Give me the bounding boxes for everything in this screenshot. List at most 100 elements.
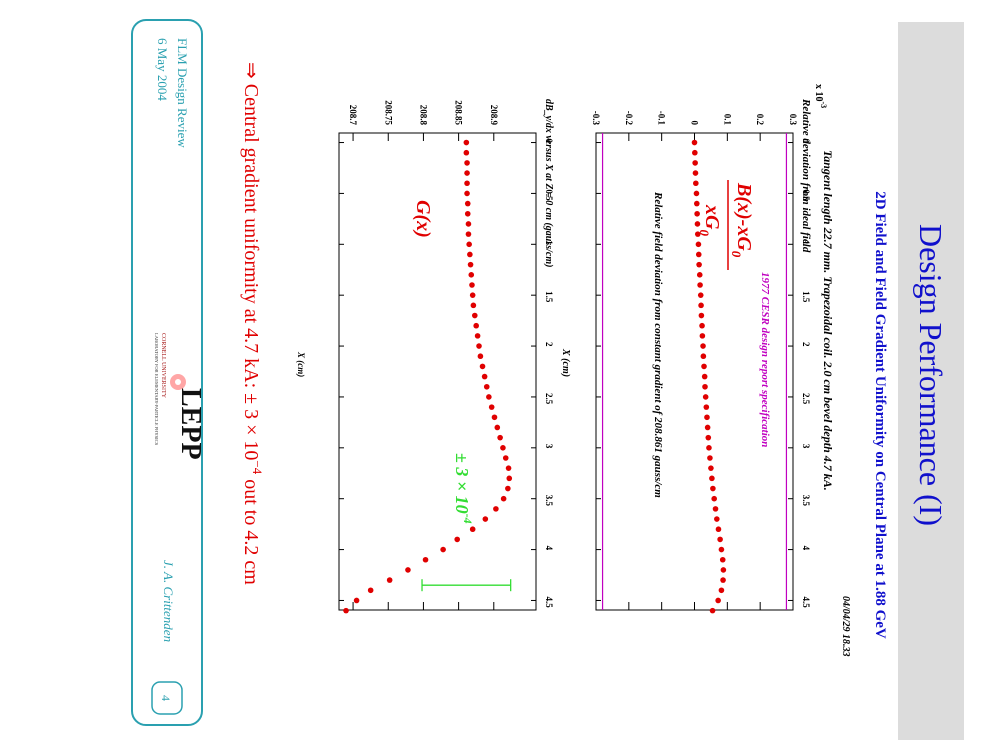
gradient-plot: dB_y/dx versus X at Z = 0 cm (gauss/cm) …	[296, 99, 554, 614]
y-tick-label: 208.75	[383, 100, 393, 125]
data-point	[699, 322, 705, 329]
logo-star-core	[175, 379, 181, 385]
x-tick-label: 3.5	[801, 495, 811, 507]
data-point	[711, 495, 717, 502]
data-point	[695, 251, 702, 258]
data-point	[691, 139, 698, 146]
data-point	[709, 475, 715, 482]
data-point	[709, 607, 716, 614]
data-point	[440, 546, 446, 553]
data-point	[703, 404, 710, 410]
data-point	[701, 363, 707, 370]
x-tick-label: 2.5	[801, 393, 811, 405]
data-point	[715, 597, 721, 604]
data-point	[343, 607, 349, 614]
data-point	[405, 567, 411, 573]
data-point	[464, 170, 470, 176]
data-point	[469, 526, 476, 533]
data-point	[464, 210, 471, 217]
footer-date: 6 May 2004	[155, 38, 170, 101]
data-point	[697, 292, 704, 298]
data-point	[477, 353, 484, 360]
data-point	[476, 343, 482, 349]
page-number: 4	[159, 695, 173, 701]
data-point	[702, 394, 709, 400]
data-point	[693, 200, 700, 207]
figure-header: Tangent length 22.7 mm. Trapezoidal coil…	[821, 150, 835, 491]
relative-deviation-plot: x 10-3 Relative deviation from ideal fie…	[560, 84, 828, 614]
data-point	[698, 312, 705, 319]
data-point	[696, 261, 702, 268]
data-point	[465, 221, 472, 227]
data-point	[714, 516, 720, 522]
data-point	[693, 190, 700, 197]
data-point	[470, 302, 477, 309]
y-tick-label: 0.1	[722, 114, 732, 126]
data-point	[695, 241, 702, 248]
data-point	[465, 231, 472, 237]
y-tick-label: 0.3	[788, 114, 798, 126]
data-point	[486, 394, 492, 400]
y-tick-label: -0.3	[591, 111, 601, 126]
data-point	[505, 465, 512, 471]
data-point	[718, 587, 725, 594]
data-point	[493, 506, 499, 512]
data-point	[704, 414, 710, 421]
data-point	[718, 546, 725, 553]
data-point	[697, 282, 703, 288]
data-point	[481, 373, 488, 380]
logo-university: CORNELL UNIVERSITY	[160, 333, 166, 399]
plot2-y-title: dB_y/dx versus X at Z = 0 cm (gauss/cm)	[543, 99, 554, 267]
data-point	[708, 465, 714, 471]
data-point	[367, 587, 374, 594]
plot1-formula-denominator: xG0	[697, 204, 723, 236]
x-tick-label: 0	[544, 139, 554, 144]
x-tick-label: 0.5	[801, 189, 811, 201]
x-tick-label: 1.5	[544, 291, 554, 303]
y-tick-label: 208.7	[348, 105, 358, 126]
data-point	[473, 322, 479, 329]
data-point	[692, 160, 698, 166]
page-title: Design Performance (I)	[913, 224, 949, 526]
data-point	[506, 475, 513, 482]
data-point	[353, 597, 360, 604]
x-tick-label: 4.5	[801, 596, 811, 608]
data-point	[483, 383, 490, 390]
plot1-multiplier: x 10-3	[813, 84, 828, 108]
data-point	[704, 424, 711, 431]
data-point	[464, 190, 470, 197]
data-point	[710, 485, 716, 492]
y-tick-label: 208.8	[418, 105, 428, 126]
x-tick-label: 4	[801, 546, 811, 551]
plot2-x-label: X (cm)	[296, 351, 306, 377]
x-tick-label: 0.5	[544, 189, 554, 201]
data-point	[469, 282, 475, 288]
data-point	[488, 404, 495, 410]
data-point	[694, 231, 701, 237]
data-point	[694, 210, 700, 217]
data-point	[494, 424, 501, 431]
y-tick-label: 0.2	[755, 114, 765, 126]
data-point	[701, 373, 708, 380]
data-point	[474, 333, 481, 339]
data-point	[696, 272, 703, 278]
data-point	[705, 434, 712, 441]
data-point	[693, 180, 699, 187]
data-point	[720, 567, 727, 573]
data-point	[707, 455, 713, 461]
footer-event: FLM Design Review	[175, 38, 190, 148]
x-tick-label: 0	[801, 139, 811, 144]
data-point	[502, 455, 509, 461]
data-point	[464, 160, 470, 166]
x-tick-label: 3	[801, 444, 811, 449]
x-tick-label: 4	[544, 546, 554, 551]
data-point	[491, 414, 498, 421]
data-point	[706, 445, 712, 451]
x-tick-label: 2	[544, 342, 554, 347]
y-tick-label: 208.85	[454, 100, 464, 125]
page-number-box	[151, 681, 183, 715]
data-point	[464, 200, 471, 207]
x-tick-label: 2.5	[544, 393, 554, 405]
logo-text: LEPP	[175, 388, 206, 460]
data-point	[454, 536, 460, 543]
